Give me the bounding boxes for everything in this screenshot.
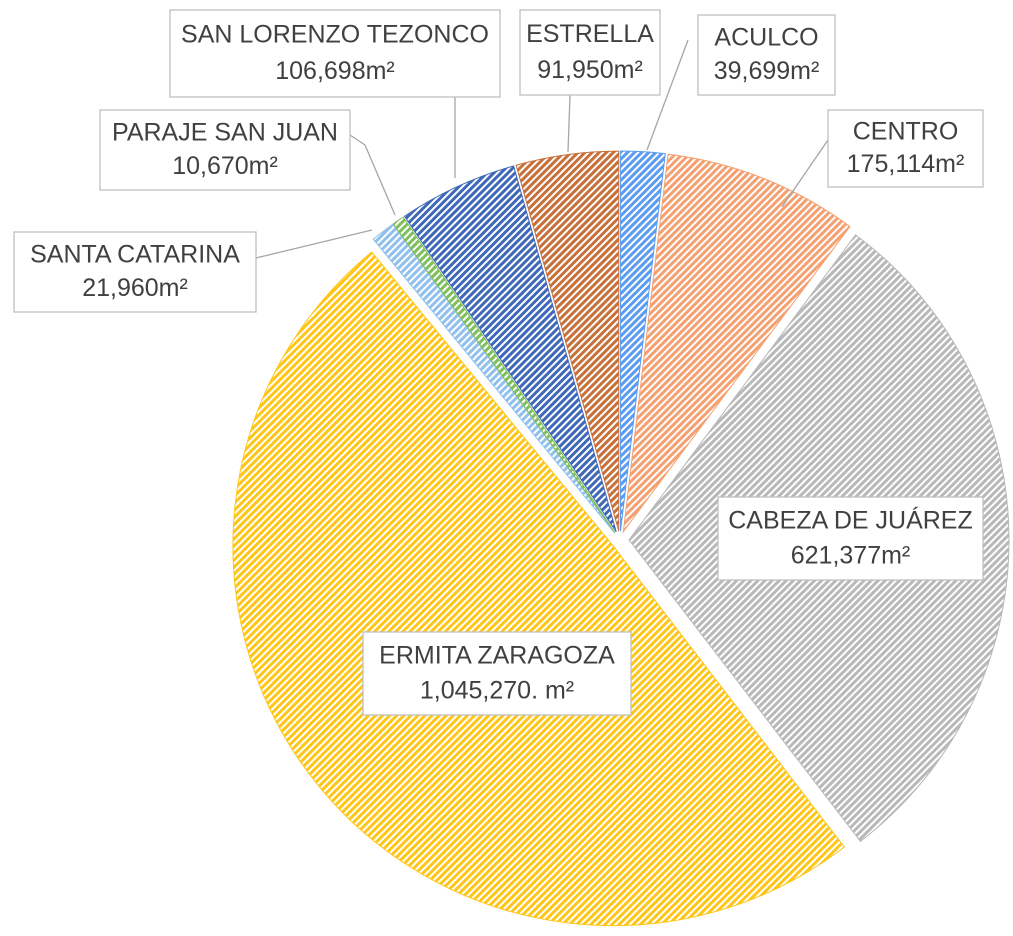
value-label: 106,698m² — [275, 57, 395, 85]
label-box — [827, 109, 984, 188]
slice-label: ESTRELLA — [526, 20, 654, 48]
slice-label: SAN LORENZO TEZONCO — [181, 21, 489, 49]
label-box — [169, 9, 501, 98]
value-label: 175,114m² — [847, 150, 965, 178]
value-label: 21,960m² — [82, 274, 188, 302]
slice-label: PARAJE SAN JUAN — [112, 119, 338, 147]
value-label: 621,377m² — [791, 541, 911, 569]
value-label: 1,045,270. m² — [420, 676, 574, 704]
label-box — [519, 9, 661, 96]
leader-line — [255, 229, 373, 259]
leader-line — [567, 94, 571, 153]
pie-slice — [392, 216, 616, 533]
label-box — [697, 14, 836, 96]
value-label: 39,699m² — [714, 57, 820, 85]
pie-slice — [232, 251, 846, 927]
slice-label: CABEZA DE JUÁREZ — [728, 506, 973, 535]
pie-slice — [620, 150, 666, 532]
slice-label: ERMITA ZARAGOZA — [379, 642, 615, 670]
label-box — [13, 231, 257, 313]
leader-line — [781, 139, 829, 208]
leader-line — [349, 134, 396, 216]
slice-label: ACULCO — [714, 24, 818, 52]
pie-slice — [622, 153, 851, 534]
label-box — [362, 631, 632, 716]
pie-slice — [403, 165, 617, 533]
value-label: 10,670m² — [172, 152, 278, 180]
pie-slice — [515, 150, 620, 532]
leader-line — [646, 39, 689, 151]
slice-label: SANTA CATARINA — [30, 241, 240, 269]
label-box — [99, 109, 351, 191]
value-label: 91,950m² — [537, 56, 643, 84]
slice-label: CENTRO — [853, 118, 959, 146]
label-box — [717, 496, 984, 581]
